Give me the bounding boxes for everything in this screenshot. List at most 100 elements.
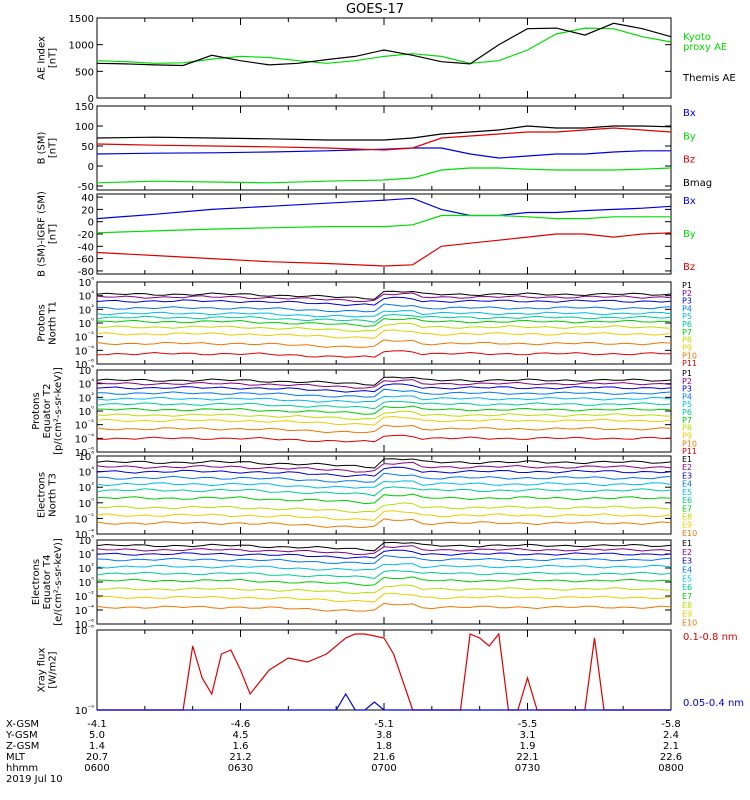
channel-label: E9	[682, 610, 692, 619]
channel-label: P9	[682, 343, 692, 352]
channel-label: E5	[682, 488, 692, 497]
channel-label: P11	[682, 359, 697, 368]
y-tick-label: 10⁰	[78, 405, 94, 418]
channel-label: P5	[682, 400, 692, 409]
channel-line	[96, 310, 672, 318]
y-tick-label: 1500	[69, 14, 94, 25]
x-axis-row-label: hhmm	[6, 763, 38, 774]
y-tick-label: 10⁶	[78, 276, 94, 289]
legend-kyoto: Kyoto	[683, 32, 711, 43]
channel-line	[96, 545, 672, 556]
channel-line	[96, 322, 672, 333]
x-axis-value: -5.5	[518, 719, 538, 730]
channel-line	[96, 395, 672, 403]
y-tick-label: 10⁻⁶	[75, 358, 94, 371]
channel-label: P7	[682, 328, 692, 337]
x-axis-value: 22.6	[660, 752, 682, 763]
legend-by: By	[683, 131, 696, 142]
channel-line	[96, 502, 672, 514]
x-axis-value: 0730	[515, 763, 540, 774]
y-axis-label: North T1	[48, 301, 59, 345]
channel-line	[96, 569, 672, 580]
channel-label: E4	[682, 566, 692, 575]
x-axis-value: -5.1	[374, 719, 394, 730]
channel-line	[96, 602, 672, 612]
y-tick-label: 10⁻⁸	[75, 624, 94, 637]
series-line	[96, 147, 671, 159]
channel-line	[96, 415, 672, 426]
y-tick-label: -40	[78, 242, 94, 253]
channel-line	[96, 400, 672, 410]
panel-frame	[96, 17, 672, 99]
y-tick-label: 10²	[78, 562, 94, 575]
x-axis-value: 1.9	[520, 741, 536, 752]
x-axis-value: 2.4	[663, 730, 679, 741]
y-tick-label: 10⁴	[78, 548, 94, 561]
y-tick-label: -50	[78, 182, 94, 193]
channel-label: E4	[682, 480, 692, 489]
channel-line	[96, 350, 671, 358]
legend-bz: Bz	[683, 155, 695, 166]
y-tick-label: 10⁻⁴	[75, 432, 94, 445]
y-axis-label: [e/(cm²-s-sr-keV)]	[53, 538, 64, 626]
y-axis-label: [W/m2]	[48, 651, 59, 688]
legend-bx: Bx	[683, 196, 696, 207]
channel-line	[96, 410, 672, 421]
channel-label: E10	[682, 529, 697, 538]
channel-label: E2	[682, 463, 692, 472]
y-tick-label: 10⁰	[78, 497, 94, 510]
x-axis-row-label: Y-GSM	[5, 730, 38, 741]
channel-line	[96, 584, 672, 595]
y-tick-label: 40	[81, 193, 94, 204]
channel-line	[96, 461, 672, 473]
channel-label: P1	[682, 369, 692, 378]
y-axis-label: Protons	[37, 304, 48, 341]
y-tick-label: 0	[88, 162, 94, 173]
x-axis-value: 1.6	[233, 741, 249, 752]
y-axis-label: AE Index	[37, 36, 48, 80]
channel-line	[96, 554, 672, 565]
channel-line	[96, 493, 672, 505]
channel-line	[96, 541, 672, 552]
y-tick-label: 10⁰	[78, 576, 94, 589]
panel-frame	[96, 105, 672, 191]
x-axis-value: 5.0	[89, 730, 105, 741]
y-axis-label: [nT]	[48, 48, 59, 68]
channel-line	[96, 290, 672, 300]
channel-label: P6	[682, 408, 692, 417]
channel-label: P2	[682, 377, 692, 386]
channel-line	[96, 379, 672, 389]
chart-title: GOES-17	[345, 2, 404, 17]
y-tick-label: 10²	[78, 303, 94, 316]
channel-line	[96, 458, 672, 469]
x-axis-row-label: MLT	[6, 752, 26, 763]
x-axis-value: 20.7	[86, 752, 108, 763]
channel-label: P2	[682, 289, 692, 298]
y-axis-label: [nT]	[48, 224, 59, 244]
channel-line	[96, 317, 672, 327]
x-axis-value: -4.1	[87, 719, 107, 730]
channel-label: P6	[682, 320, 692, 329]
y-axis-label: [p/(cm²-s-sr-keV)]	[53, 367, 64, 455]
channel-line	[96, 388, 672, 398]
y-tick-label: 20	[81, 205, 94, 216]
x-axis-value: 1.4	[89, 741, 105, 752]
channel-label: P3	[682, 385, 692, 394]
y-axis-label: Electrons	[37, 472, 48, 518]
y-axis-label: Electrons	[31, 559, 42, 605]
channel-label: E1	[682, 539, 692, 548]
channel-line	[96, 383, 672, 393]
x-axis-row-label: Z-GSM	[6, 741, 39, 752]
y-tick-label: 150	[75, 102, 94, 113]
channel-line	[96, 292, 672, 303]
x-axis-value: 21.2	[229, 752, 251, 763]
y-tick-label: 10⁴	[78, 466, 94, 479]
y-tick-label: 500	[75, 67, 94, 78]
series-line	[96, 197, 672, 220]
channel-label: E9	[682, 521, 692, 530]
channel-line	[96, 576, 672, 587]
x-axis-value: 1.8	[376, 741, 392, 752]
channel-label: E3	[682, 471, 692, 480]
channel-label: E5	[682, 574, 692, 583]
